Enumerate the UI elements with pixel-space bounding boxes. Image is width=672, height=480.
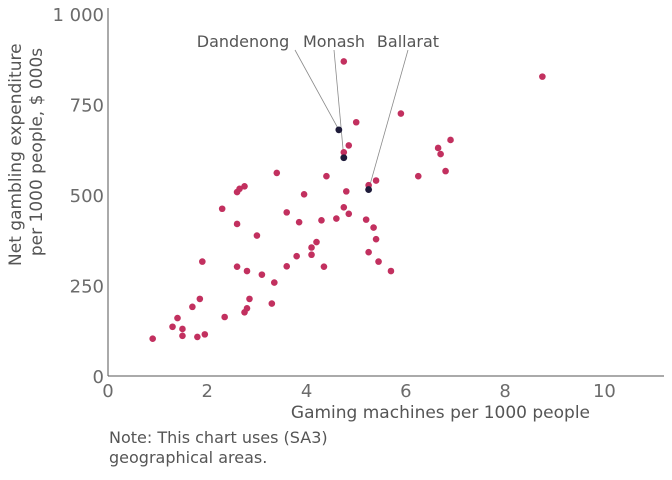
data-point: [320, 263, 328, 270]
leader-line: [333, 49, 345, 158]
highlighted-point: [335, 126, 343, 134]
data-point: [295, 218, 303, 226]
chart-note: Note: This chart uses (SA3) geographical…: [109, 428, 328, 467]
data-point: [340, 148, 348, 156]
data-point: [218, 205, 226, 213]
data-point: [268, 300, 276, 307]
data-point: [174, 314, 181, 322]
highlighted-point: [365, 186, 373, 193]
data-point: [437, 150, 444, 158]
leader-line: [368, 49, 409, 190]
y-tick-label: 250: [70, 277, 104, 298]
data-point: [273, 169, 281, 177]
leader-line: [294, 49, 340, 131]
annotation-label: Ballarat: [377, 32, 439, 51]
data-point: [221, 313, 228, 321]
data-point: [300, 190, 308, 198]
data-point: [323, 172, 330, 180]
data-point: [414, 172, 422, 180]
data-point: [243, 305, 251, 312]
y-axis-title: Net gambling expenditure per 1000 people…: [6, 38, 47, 266]
data-point: [246, 295, 253, 303]
data-point: [345, 210, 353, 218]
annotation-labels: Dandenong Monash Ballarat: [197, 32, 439, 51]
data-point: [189, 303, 196, 311]
data-point: [539, 73, 546, 80]
data-points: [149, 58, 546, 343]
data-point: [308, 251, 315, 259]
data-point: [362, 216, 370, 223]
data-point: [365, 248, 372, 256]
y-axis-title-line-2: per 1000 people, $ 000s: [27, 48, 47, 256]
data-point: [345, 142, 353, 149]
x-axis-title: Gaming machines per 1000 people: [291, 403, 590, 423]
data-point: [201, 331, 209, 338]
data-point: [241, 183, 248, 190]
data-point: [258, 271, 266, 278]
data-point: [318, 217, 325, 224]
y-tick-label: 750: [70, 96, 104, 117]
x-tick-label: 8: [499, 381, 510, 402]
data-point: [308, 244, 315, 251]
data-point: [179, 332, 186, 340]
data-point: [194, 333, 201, 341]
x-tick-label: 6: [400, 381, 411, 402]
x-tick-label: 0: [102, 381, 113, 402]
data-point: [233, 220, 241, 228]
data-point: [271, 279, 278, 286]
data-point: [447, 136, 454, 144]
x-tick-label: 2: [202, 381, 213, 402]
data-point: [233, 263, 241, 270]
data-point: [313, 238, 320, 246]
tick-labels: 0 2 4 6 8 10 0 250 500 750 1 000: [52, 5, 615, 402]
data-point: [236, 185, 243, 193]
highlighted-points: [335, 126, 373, 193]
data-point: [370, 224, 377, 231]
y-tick-label: 500: [70, 186, 104, 207]
data-point: [169, 323, 176, 331]
data-point: [253, 232, 261, 239]
data-point: [342, 188, 350, 195]
annotation-label: Monash: [303, 32, 365, 51]
x-tick-label: 10: [593, 381, 616, 402]
data-point: [149, 335, 156, 343]
axes: [107, 8, 664, 377]
x-tick-label: 4: [301, 381, 312, 402]
highlighted-point: [340, 154, 348, 162]
y-tick-label: 0: [93, 367, 104, 388]
annotation-leaders: [294, 49, 409, 190]
data-point: [442, 167, 449, 175]
data-point: [333, 215, 340, 222]
y-tick-label: 1 000: [52, 5, 104, 26]
annotation-label: Dandenong: [197, 32, 290, 51]
data-point: [243, 267, 251, 275]
data-point: [199, 258, 206, 265]
data-point: [397, 110, 405, 117]
data-point: [340, 58, 348, 65]
data-point: [372, 235, 380, 243]
data-point: [372, 177, 380, 184]
data-point: [387, 267, 395, 275]
data-point: [375, 258, 382, 265]
data-point: [340, 204, 348, 211]
data-point: [293, 252, 300, 260]
data-point: [283, 263, 291, 270]
data-point: [434, 144, 442, 152]
data-point: [352, 118, 360, 126]
y-axis-title-line-1: Net gambling expenditure: [6, 43, 26, 266]
data-point: [196, 295, 204, 303]
data-point: [283, 209, 291, 216]
data-point: [179, 325, 186, 333]
